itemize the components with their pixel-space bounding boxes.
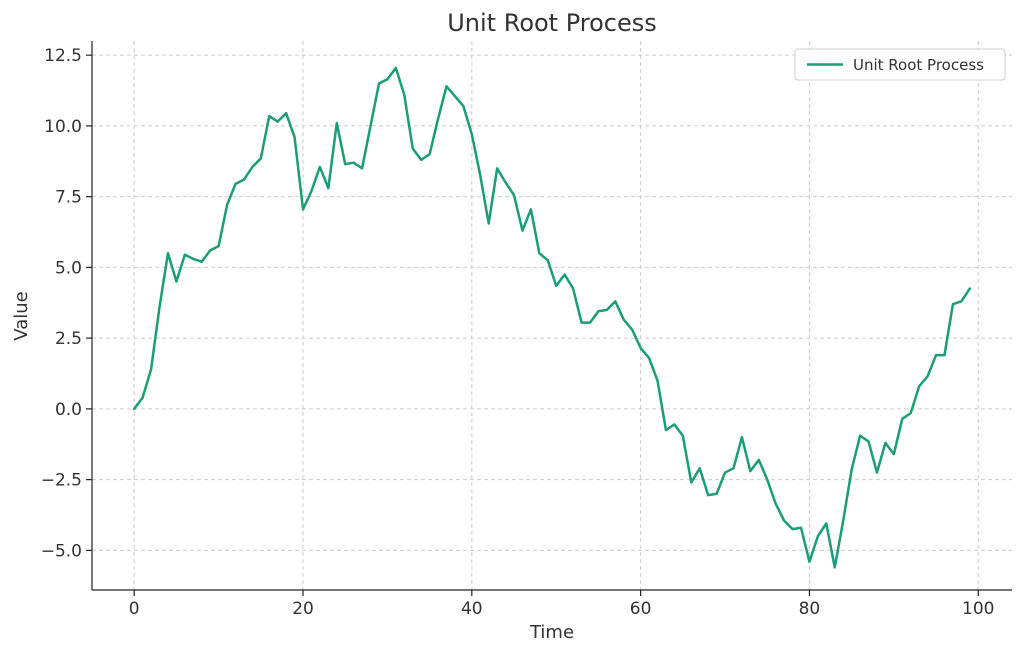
y-tick-label: 5.0: [55, 258, 82, 278]
x-axis-label: Time: [529, 622, 574, 643]
y-tick-label: 2.5: [55, 329, 82, 349]
y-tick-label: −5.0: [41, 541, 82, 561]
x-tick-label: 20: [292, 599, 314, 619]
y-tick-label: −2.5: [41, 471, 82, 491]
y-tick-label: 10.0: [44, 117, 82, 137]
series-line: [132, 66, 972, 569]
chart-title: Unit Root Process: [447, 9, 657, 37]
legend-box: [794, 48, 1006, 81]
y-tick-label: 12.5: [44, 46, 82, 66]
legend: Unit Root Process: [794, 48, 1006, 81]
grid-layer: [92, 41, 1012, 590]
legend-label: Unit Root Process: [853, 56, 984, 74]
series-layer: [132, 66, 972, 569]
y-axis-label: Value: [11, 291, 32, 340]
x-tick-label: 100: [962, 599, 994, 619]
x-tick-label: 0: [129, 599, 140, 619]
y-tick-label: 0.0: [55, 400, 82, 420]
y-tick-label: 7.5: [55, 188, 82, 208]
x-tick-label: 60: [630, 599, 652, 619]
axes-frame: [91, 41, 1012, 591]
x-tick-label: 80: [799, 599, 821, 619]
ticks-layer: 0 20 40 60 80 100 −5.0 −2.5 0.0 2.5 5.0 7.5 10.0 12.5: [41, 46, 995, 619]
x-tick-label: 40: [461, 599, 483, 619]
